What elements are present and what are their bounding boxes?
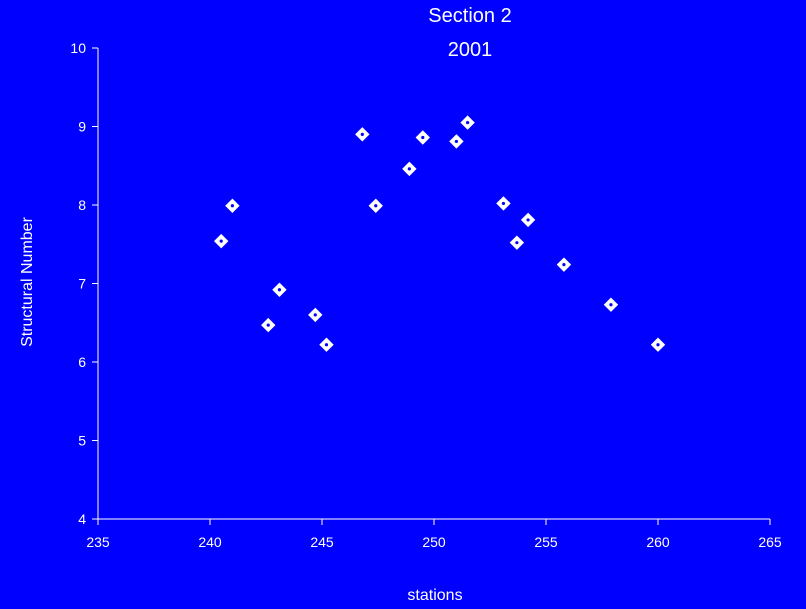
y-tick-label: 7 [78, 276, 86, 292]
data-point-center [515, 241, 519, 245]
data-point-center [454, 139, 458, 144]
data-point-center [466, 120, 470, 125]
data-point [272, 282, 287, 297]
chart-title-line-1: Section 2 [428, 5, 511, 27]
data-point-center [266, 323, 270, 327]
y-axis: 4 5 6 7 8 9 10 [70, 40, 99, 527]
data-points [213, 115, 666, 352]
data-point [509, 235, 525, 250]
y-tick-label: 8 [78, 197, 86, 213]
data-point-center [562, 263, 566, 267]
data-point-center [609, 303, 613, 307]
data-point-center [407, 167, 411, 171]
data-point [213, 233, 229, 249]
y-tick-label: 4 [78, 511, 86, 527]
data-point-center [374, 204, 378, 208]
x-axis: 235 240 245 250 255 260 265 [86, 518, 782, 550]
data-point-center [656, 343, 660, 347]
y-tick-label: 5 [78, 433, 86, 449]
y-tick-label: 9 [78, 119, 86, 135]
data-point-center [324, 343, 329, 347]
chart-title-line-2: 2001 [448, 39, 493, 61]
data-point-center [501, 201, 506, 206]
data-point-center [230, 204, 234, 208]
x-tick-label: 240 [198, 534, 222, 550]
data-point-center [277, 288, 282, 292]
data-point [402, 161, 417, 177]
data-point-center [526, 218, 530, 222]
x-tick-label: 265 [758, 534, 782, 550]
x-tick-label: 235 [86, 534, 110, 550]
data-point [368, 198, 383, 213]
data-point [520, 212, 536, 228]
data-point [603, 297, 619, 312]
data-point-center [219, 239, 223, 243]
x-tick-label: 245 [310, 534, 334, 550]
data-point [261, 317, 276, 333]
data-point-center [360, 132, 364, 136]
data-point [308, 307, 323, 323]
data-point [319, 337, 334, 352]
data-point [415, 130, 431, 145]
y-axis-title: Structural Number [19, 216, 36, 346]
data-point [460, 115, 475, 130]
y-tick-label: 10 [70, 40, 86, 56]
x-tick-label: 250 [422, 534, 446, 550]
x-tick-label: 255 [534, 534, 558, 550]
x-tick-label: 260 [646, 534, 670, 550]
y-tick-label: 6 [78, 354, 86, 370]
data-point [650, 337, 666, 352]
data-point-center [313, 313, 317, 317]
x-axis-title: stations [407, 587, 462, 604]
data-point-center [421, 135, 425, 140]
data-point [225, 198, 240, 213]
data-point [355, 127, 370, 142]
data-point [449, 134, 464, 149]
data-point [496, 196, 511, 211]
data-point [556, 257, 572, 272]
